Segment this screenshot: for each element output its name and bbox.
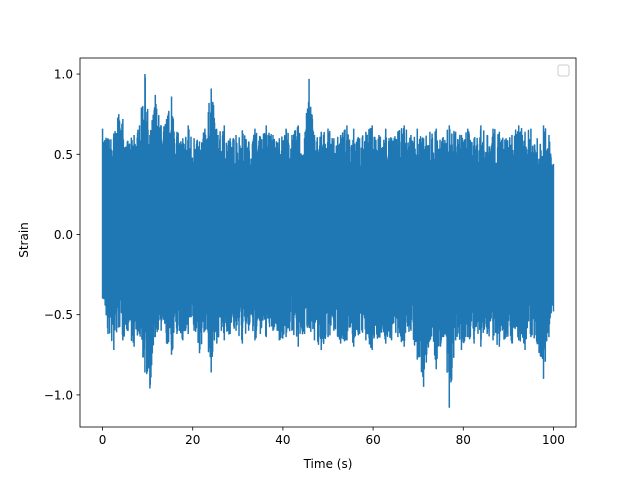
axes-frame <box>79 57 577 428</box>
y-tick-label: 1.0 <box>54 68 73 82</box>
x-axis-label: Time (s) <box>303 457 353 471</box>
strain-series-line <box>101 74 555 408</box>
plot-area <box>101 74 555 408</box>
axes: 0 20 40 60 80 100 −1.0 −0.5 0.0 0.5 1.0 <box>44 57 577 447</box>
x-tick-label: 80 <box>456 433 471 447</box>
y-axis-label: Strain <box>17 222 31 258</box>
x-tick-label: 20 <box>185 433 200 447</box>
x-tick-label: 0 <box>99 433 107 447</box>
y-tick-label: −1.0 <box>44 388 73 402</box>
x-tick-label: 40 <box>275 433 290 447</box>
x-tick-label: 100 <box>542 433 565 447</box>
y-tick-label: 0.5 <box>54 148 73 162</box>
legend-box <box>557 64 570 77</box>
x-tick-label: 60 <box>365 433 380 447</box>
y-tick-label: −0.5 <box>44 308 73 322</box>
y-tick-label: 0.0 <box>54 228 73 242</box>
